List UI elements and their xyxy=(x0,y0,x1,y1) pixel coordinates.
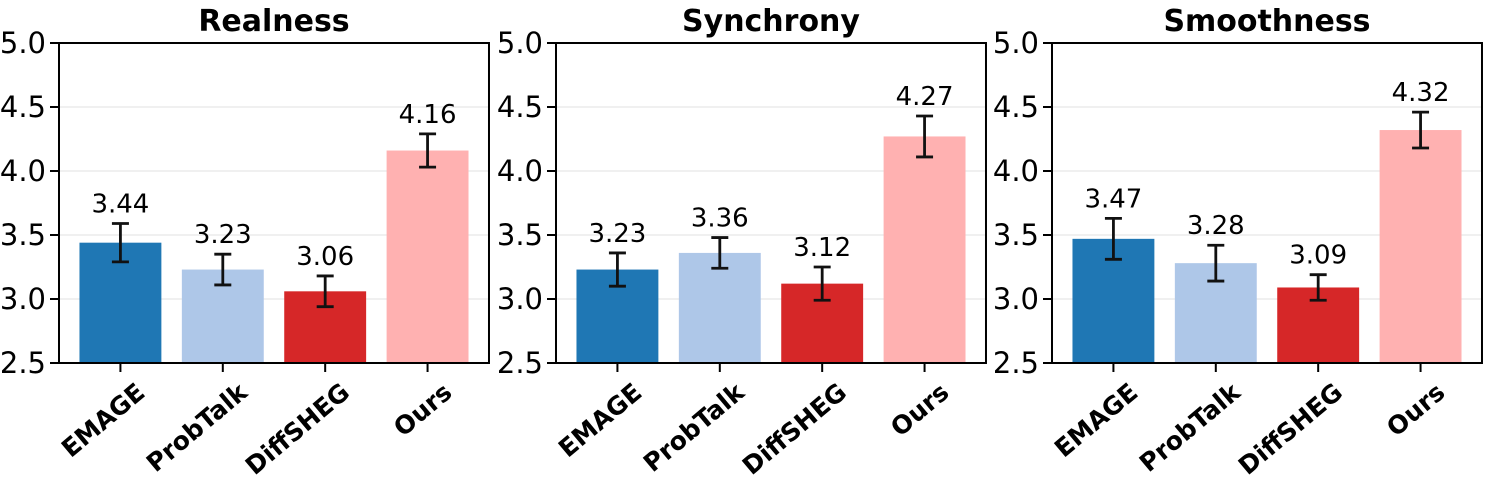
y-tick-label: 2.5 xyxy=(993,346,1039,380)
y-tick-label: 3.0 xyxy=(993,282,1039,316)
error-bar xyxy=(813,265,831,302)
chart-panel-realness: 2.5 3.0 3.5 4.0 4.5 5.0 3.44 EMAGE 3.23 ProbTalk 3… xyxy=(0,4,490,481)
y-tick-label: 5.0 xyxy=(497,26,543,60)
panel-title: Synchrony xyxy=(682,4,860,39)
plot-border xyxy=(1051,42,1484,364)
y-tick-label: 4.0 xyxy=(993,154,1039,188)
plot-border xyxy=(554,42,987,364)
y-tick-label: 3.5 xyxy=(0,218,46,252)
x-tick-label-emage: EMAGE xyxy=(1049,377,1143,463)
y-tick-label: 5.0 xyxy=(993,26,1039,60)
error-bar xyxy=(710,236,728,270)
error-bar xyxy=(111,222,129,264)
y-tick-label: 4.0 xyxy=(497,154,543,188)
error-bar xyxy=(608,251,626,288)
panel-title: Realness xyxy=(198,4,349,39)
error-bar xyxy=(1207,243,1225,283)
bar-ours xyxy=(386,150,469,363)
y-tick-label: 4.5 xyxy=(497,90,543,124)
x-tick-label-diffsheg: DiffSHEG xyxy=(737,377,852,480)
y-tick-label: 3.5 xyxy=(497,218,543,252)
x-tick-label-ours: Ours xyxy=(1381,377,1450,442)
plot-border xyxy=(57,42,490,364)
x-tick-label-diffsheg: DiffSHEG xyxy=(240,377,355,480)
value-label: 3.23 xyxy=(194,220,252,250)
error-bar xyxy=(915,114,933,159)
error-bar xyxy=(316,274,334,309)
y-tick-label: 5.0 xyxy=(0,26,46,60)
x-tick-label-probtalk: ProbTalk xyxy=(141,376,254,477)
value-label: 3.06 xyxy=(296,242,354,272)
x-tick-label-ours: Ours xyxy=(885,377,954,442)
x-tick-label-probtalk: ProbTalk xyxy=(1134,376,1247,477)
bar-ours xyxy=(1379,130,1462,363)
bar-ours xyxy=(883,136,966,363)
value-label: 3.28 xyxy=(1187,211,1245,241)
value-label: 3.12 xyxy=(793,233,851,263)
x-tick-label-ours: Ours xyxy=(388,377,457,442)
panel-title: Smoothness xyxy=(1164,4,1371,39)
y-tick-label: 4.5 xyxy=(0,90,46,124)
error-bar xyxy=(214,252,232,287)
chart-panel-synchrony: 2.5 3.0 3.5 4.0 4.5 5.0 3.23 EMAGE 3.36 ProbTalk 3… xyxy=(497,4,987,481)
value-label: 3.09 xyxy=(1290,241,1348,271)
x-tick-label-emage: EMAGE xyxy=(553,377,647,463)
y-tick-label: 2.5 xyxy=(497,346,543,380)
error-bar xyxy=(1309,273,1327,302)
bar-probtalk xyxy=(678,252,761,363)
value-label: 3.23 xyxy=(588,219,646,249)
value-label: 3.47 xyxy=(1085,184,1143,214)
x-tick-label-probtalk: ProbTalk xyxy=(638,376,751,477)
error-bar xyxy=(419,132,437,169)
value-label: 4.16 xyxy=(399,100,457,130)
y-tick-label: 3.5 xyxy=(993,218,1039,252)
error-bar xyxy=(1105,216,1123,261)
value-label: 4.32 xyxy=(1392,78,1450,108)
chart-panel-smoothness: 2.5 3.0 3.5 4.0 4.5 5.0 3.47 EMAGE 3.28 ProbTalk 3… xyxy=(993,4,1484,481)
y-tick-label: 4.0 xyxy=(0,154,46,188)
value-label: 3.44 xyxy=(91,189,149,219)
y-tick-label: 4.5 xyxy=(993,90,1039,124)
y-tick-label: 2.5 xyxy=(0,346,46,380)
y-tick-label: 3.0 xyxy=(0,282,46,316)
error-bar xyxy=(1412,110,1430,150)
value-label: 4.27 xyxy=(895,82,953,112)
x-tick-label-diffsheg: DiffSHEG xyxy=(1233,377,1348,480)
x-tick-label-emage: EMAGE xyxy=(56,377,150,463)
y-tick-label: 3.0 xyxy=(497,282,543,316)
value-label: 3.36 xyxy=(691,204,749,234)
